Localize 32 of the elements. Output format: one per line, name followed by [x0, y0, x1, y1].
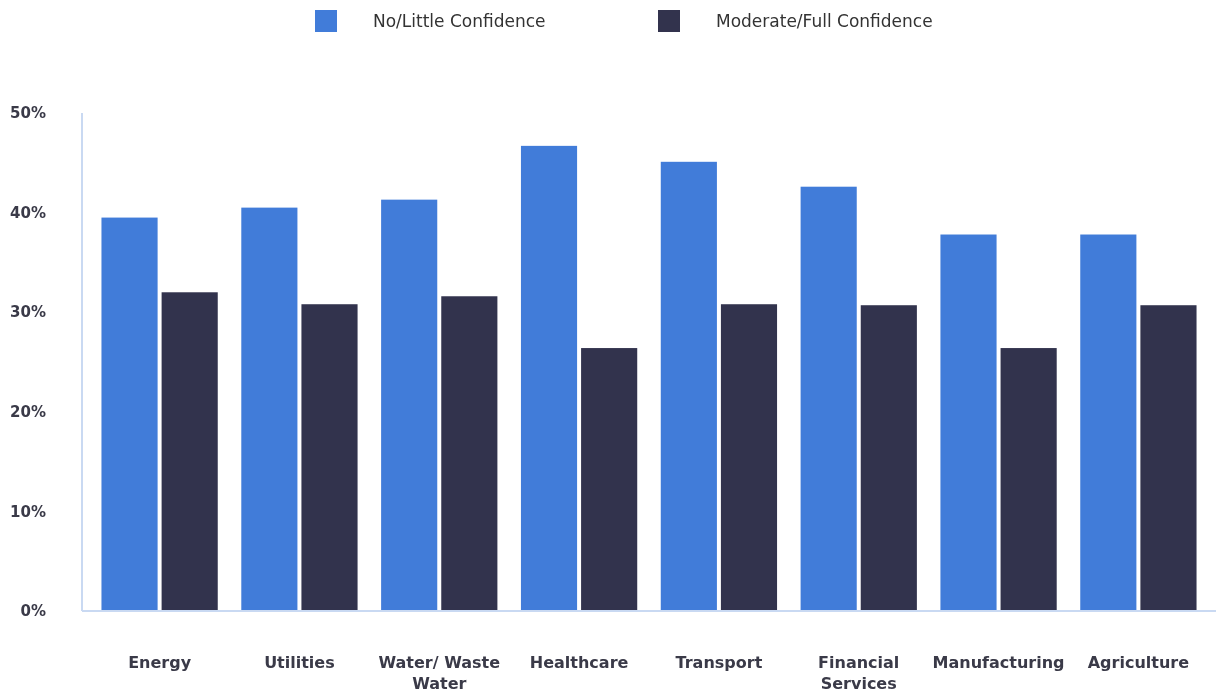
bar: [860, 305, 917, 611]
y-tick-label: 20%: [10, 403, 46, 422]
bar: [381, 199, 438, 611]
bar: [441, 296, 498, 611]
x-tick-label: Water/ Waste Water: [378, 653, 501, 690]
bar: [520, 145, 578, 611]
y-tick-label: 10%: [10, 502, 46, 521]
y-tick-label: 40%: [10, 203, 46, 222]
x-tick-label: Financial Services: [818, 653, 900, 690]
x-tick-label: Healthcare: [529, 653, 629, 672]
bar: [1000, 348, 1057, 611]
bar: [241, 207, 298, 611]
bar: [161, 292, 218, 611]
y-tick-label: 50%: [10, 104, 46, 123]
bar: [660, 161, 717, 611]
y-tick-label: 0%: [20, 602, 46, 621]
legend-label: No/Little Confidence: [373, 11, 546, 31]
legend-label: Moderate/Full Confidence: [716, 11, 933, 31]
x-tick-label: Energy: [128, 653, 192, 672]
bar: [720, 304, 778, 611]
bar: [101, 217, 158, 611]
bar: [800, 186, 857, 611]
x-tick-label: Utilities: [264, 653, 335, 672]
bar: [1140, 305, 1197, 611]
bar: [301, 304, 358, 611]
bar: [940, 234, 997, 611]
bar: [1080, 234, 1137, 611]
x-tick-label: Agriculture: [1087, 653, 1190, 672]
bar: [581, 348, 638, 611]
y-tick-label: 30%: [10, 303, 46, 322]
x-tick-label: Manufacturing: [932, 653, 1065, 672]
x-tick-label: Transport: [675, 653, 763, 672]
